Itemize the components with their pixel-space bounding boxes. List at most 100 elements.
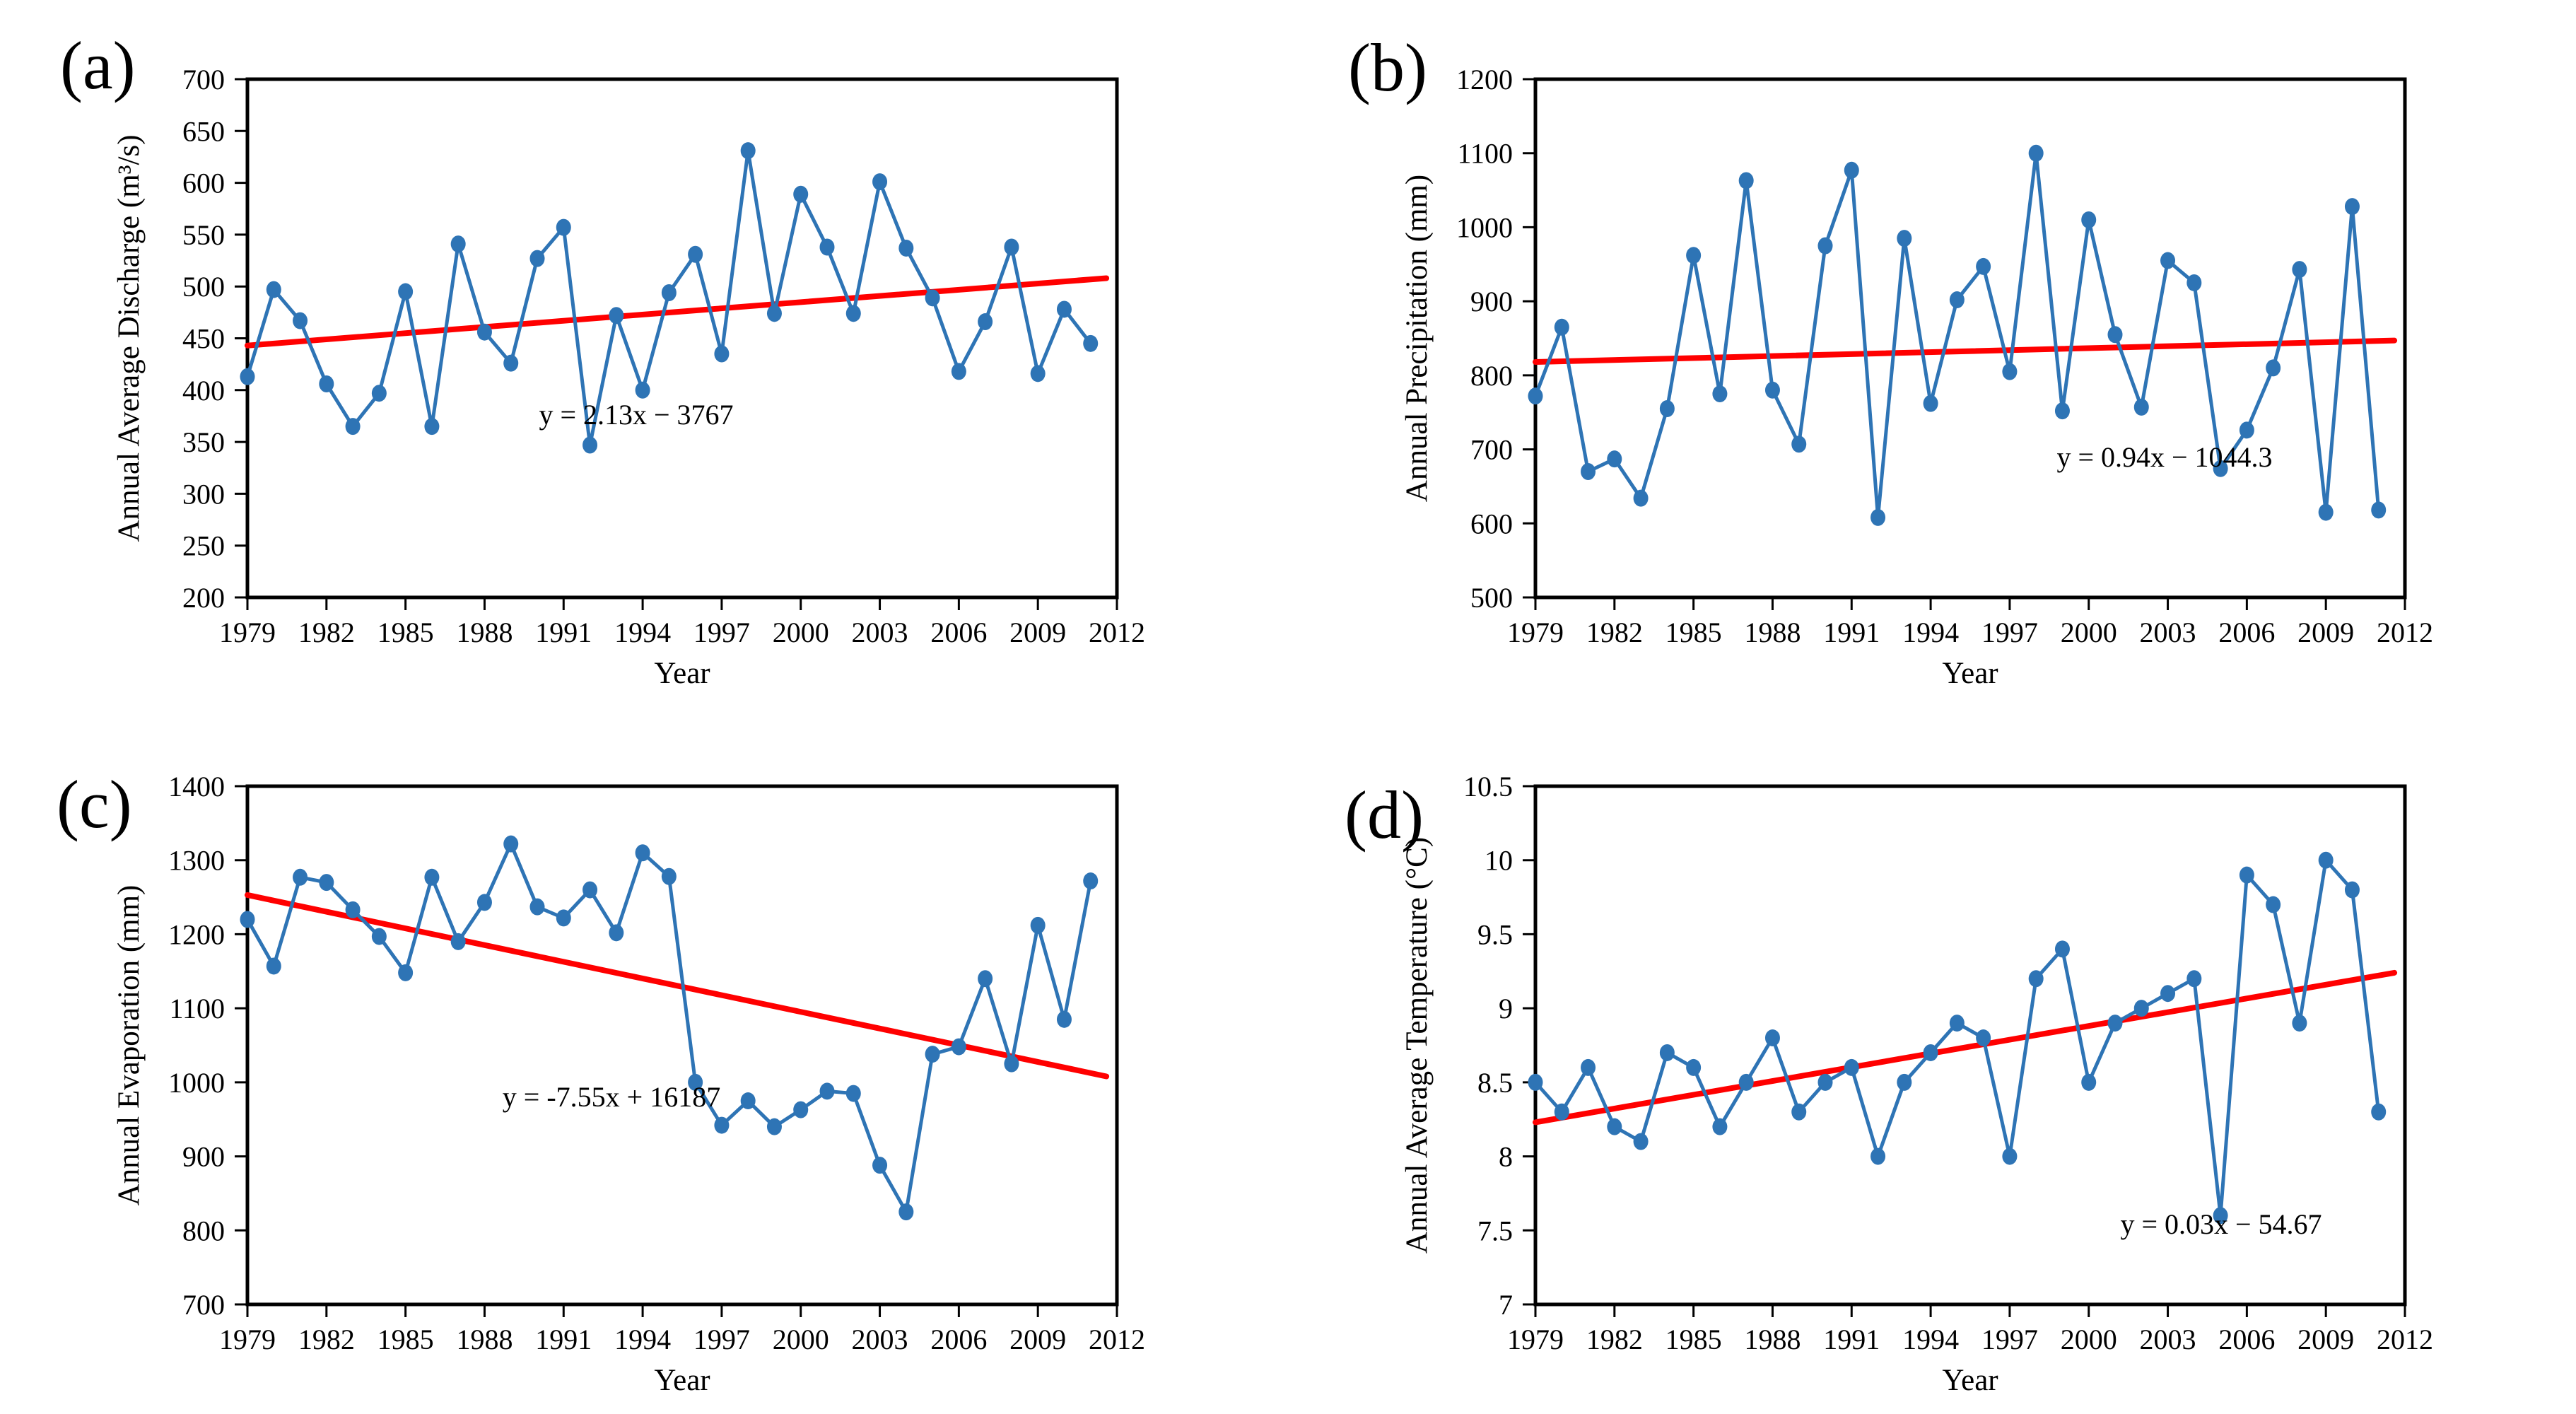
data-point bbox=[2239, 866, 2254, 884]
y-tick-label: 1200 bbox=[168, 918, 225, 950]
x-axis: 1979 1982 1985 1988 1991 1994 1997 2000 2003 2006… bbox=[1507, 1304, 2433, 1355]
data-point bbox=[2344, 198, 2360, 216]
x-tick-label: 2000 bbox=[2061, 1324, 2117, 1355]
data-point bbox=[582, 881, 598, 899]
x-tick-label: 1985 bbox=[377, 1324, 434, 1355]
trend-equation: y = -7.55x + 16187 bbox=[503, 1081, 720, 1113]
data-point bbox=[688, 245, 703, 263]
data-point bbox=[872, 1157, 888, 1174]
data-point bbox=[1870, 508, 1886, 526]
x-tick-label: 1979 bbox=[219, 617, 276, 648]
panel-temperature: 10.5 10 9.5 9 8.5 8 7.5 7 1979 1982 1985 1988 1991 19… bbox=[1288, 707, 2576, 1414]
data-point bbox=[1528, 1073, 1543, 1091]
data-point bbox=[1686, 1058, 1702, 1076]
data-point bbox=[1949, 1015, 1965, 1032]
data-point bbox=[582, 436, 598, 454]
data-point bbox=[1686, 247, 1702, 264]
data-point bbox=[1004, 1055, 1019, 1073]
data-point bbox=[1056, 1010, 1072, 1028]
panel-precipitation: 1200 1100 1000 900 800 700 600 500 1979 1982 1985 1… bbox=[1288, 0, 2576, 707]
x-tick-label: 1991 bbox=[1823, 1324, 1880, 1355]
data-point bbox=[1764, 1029, 1780, 1047]
data-point bbox=[951, 1038, 966, 1056]
panel-evaporation: 1400 1300 1200 1100 1000 900 800 700 1979 1982 198… bbox=[0, 707, 1288, 1414]
data-point bbox=[450, 235, 466, 253]
x-tick-label: 2009 bbox=[1009, 1324, 1066, 1355]
x-axis: 1979 1982 1985 1988 1991 1994 1997 2000 2003 2006… bbox=[1507, 597, 2433, 648]
x-tick-label: 1982 bbox=[1586, 617, 1643, 648]
x-tick-label: 1994 bbox=[614, 1324, 671, 1355]
y-tick-label: 8.5 bbox=[1477, 1067, 1513, 1099]
data-point bbox=[1844, 161, 1859, 179]
x-tick-label: 1982 bbox=[1586, 1324, 1643, 1355]
x-tick-label: 2003 bbox=[852, 617, 908, 648]
data-point bbox=[424, 418, 440, 436]
data-point bbox=[1581, 462, 1596, 480]
data-point bbox=[2371, 501, 2387, 519]
data-point bbox=[529, 898, 545, 916]
data-point bbox=[1607, 1118, 1622, 1135]
x-tick-label: 2000 bbox=[2061, 617, 2117, 648]
data-point bbox=[793, 185, 809, 203]
data-point bbox=[819, 238, 835, 256]
data-points bbox=[1528, 144, 2387, 526]
data-point bbox=[398, 964, 414, 981]
data-point bbox=[345, 418, 361, 436]
plot-frame bbox=[245, 784, 1119, 1307]
data-point bbox=[951, 363, 966, 380]
data-point bbox=[1659, 1044, 1675, 1061]
y-tick-label: 9.5 bbox=[1477, 918, 1513, 950]
x-tick-label: 1982 bbox=[298, 1324, 355, 1355]
data-point bbox=[766, 1118, 782, 1135]
x-axis-title: Year bbox=[654, 657, 710, 690]
x-tick-label: 1988 bbox=[1744, 1324, 1801, 1355]
data-point bbox=[424, 868, 440, 886]
y-tick-label: 900 bbox=[1470, 286, 1513, 317]
data-point bbox=[2344, 881, 2360, 899]
trend-line bbox=[1533, 337, 2398, 366]
x-tick-label: 1997 bbox=[1981, 1324, 2038, 1355]
y-tick-label: 300 bbox=[182, 478, 225, 510]
data-point bbox=[714, 1116, 730, 1134]
panel-label: (c) bbox=[57, 766, 132, 842]
x-tick-label: 1979 bbox=[219, 1324, 276, 1355]
x-tick-label: 1997 bbox=[1981, 617, 2038, 648]
y-tick-label: 1100 bbox=[1457, 138, 1513, 170]
data-point bbox=[1030, 365, 1046, 382]
data-point bbox=[1712, 1118, 1728, 1135]
data-line bbox=[245, 842, 1093, 1214]
data-point bbox=[476, 323, 492, 341]
data-point bbox=[978, 970, 993, 988]
data-point bbox=[1738, 172, 1754, 189]
data-point bbox=[293, 312, 308, 329]
data-point bbox=[661, 867, 677, 885]
data-point bbox=[740, 142, 756, 160]
plot-frame bbox=[1533, 77, 2407, 600]
plot-frame bbox=[245, 77, 1119, 600]
data-point bbox=[2107, 326, 2123, 344]
data-point bbox=[556, 218, 571, 236]
y-tick-label: 900 bbox=[182, 1141, 225, 1173]
data-point bbox=[2213, 460, 2228, 477]
data-point bbox=[2054, 940, 2070, 958]
x-tick-label: 1997 bbox=[693, 617, 750, 648]
data-point bbox=[2133, 1000, 2149, 1017]
x-tick-label: 2012 bbox=[1089, 617, 1145, 648]
x-tick-label: 1994 bbox=[1902, 1324, 1959, 1355]
data-point bbox=[898, 1203, 914, 1221]
y-axis: 10.5 10 9.5 9 8.5 8 7.5 7 bbox=[1463, 771, 1535, 1321]
x-tick-label: 1985 bbox=[1665, 1324, 1722, 1355]
y-axis-title: Annual Average Temperature (°C) bbox=[1400, 837, 1434, 1254]
x-tick-label: 2003 bbox=[2140, 1324, 2196, 1355]
data-point bbox=[2028, 970, 2044, 988]
data-point bbox=[819, 1082, 835, 1100]
data-point bbox=[1083, 872, 1099, 890]
data-point bbox=[1844, 1058, 1859, 1076]
data-point bbox=[609, 307, 624, 325]
data-point bbox=[2186, 970, 2202, 988]
x-tick-label: 1991 bbox=[535, 617, 592, 648]
y-tick-label: 1400 bbox=[168, 771, 225, 802]
y-tick-label: 8 bbox=[1499, 1141, 1513, 1173]
x-tick-label: 1991 bbox=[535, 1324, 592, 1355]
